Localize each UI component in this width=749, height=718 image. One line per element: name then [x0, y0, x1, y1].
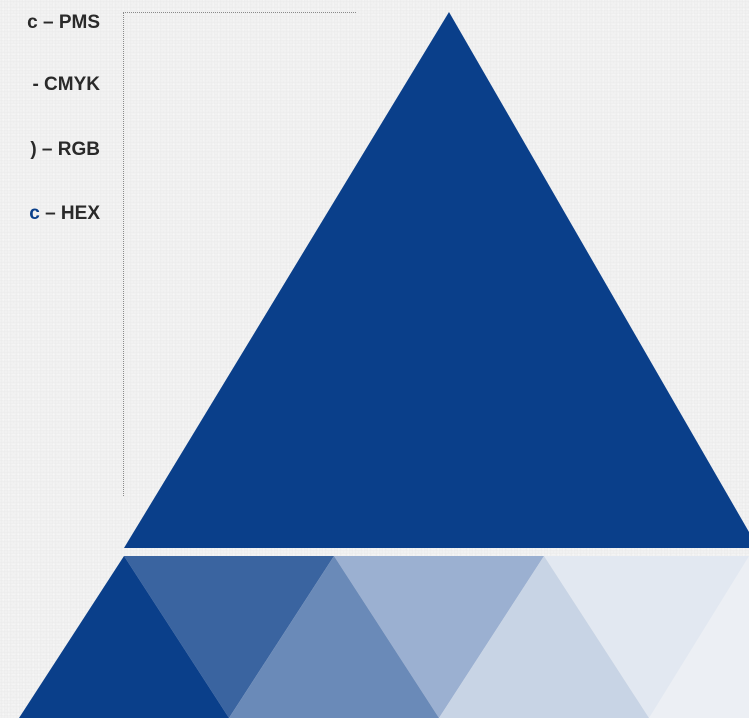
legend-item-pms: c – PMS [27, 12, 100, 34]
legend-item-rgb: ) – RGB [30, 139, 100, 161]
tint-swatch-3 [334, 556, 544, 718]
legend-separator: - [32, 74, 45, 95]
tint-swatch-6 [649, 556, 749, 718]
legend-separator: – [39, 203, 61, 224]
legend-item-hex: c – HEX [29, 203, 100, 225]
legend-label-hex: HEX [60, 203, 100, 224]
legend-prefix: c [27, 12, 38, 33]
legend-separator: – [36, 139, 58, 160]
tint-swatch-2 [229, 556, 439, 718]
main-color-triangle [124, 12, 749, 548]
dotted-bracket-line [123, 12, 356, 496]
base-color-swatch [19, 556, 229, 718]
legend-prefix: c [29, 203, 40, 224]
legend-separator: – [37, 12, 59, 33]
legend-prefix: ) [30, 139, 37, 160]
tint-swatch-1 [124, 556, 334, 718]
legend-label-pms: PMS [58, 12, 100, 33]
tint-swatch-4 [439, 556, 649, 718]
tint-swatch-5 [544, 556, 749, 718]
legend-label-rgb: RGB [57, 139, 100, 160]
legend-item-cmyk: - CMYK [32, 74, 100, 96]
legend-label-cmyk: CMYK [44, 74, 100, 95]
